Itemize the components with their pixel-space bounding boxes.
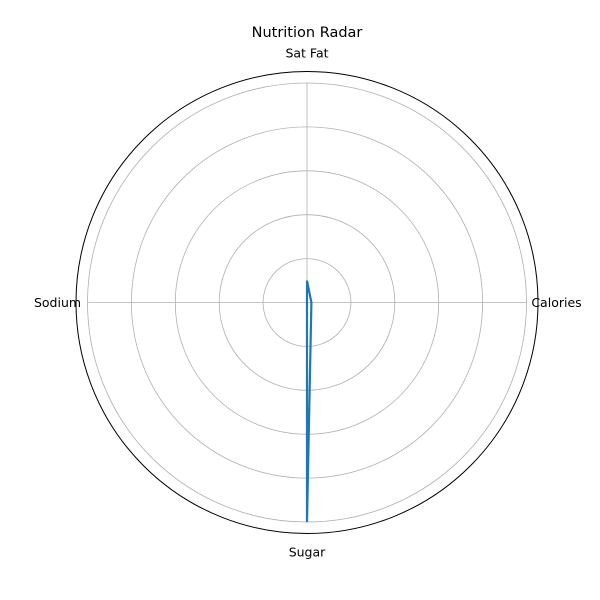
- category-label: Sat Fat: [285, 46, 328, 61]
- chart-title: Nutrition Radar: [252, 25, 363, 41]
- radar-outer-frame: [75, 71, 539, 534]
- category-label: Calories: [531, 295, 581, 310]
- category-label: Sugar: [289, 545, 326, 560]
- radar-category-labels: Calories Sat Fat Sodium Sugar: [34, 46, 582, 560]
- category-label: Sodium: [34, 295, 81, 310]
- radar-series-line: [305, 280, 313, 523]
- radar-series-layer: [305, 280, 313, 523]
